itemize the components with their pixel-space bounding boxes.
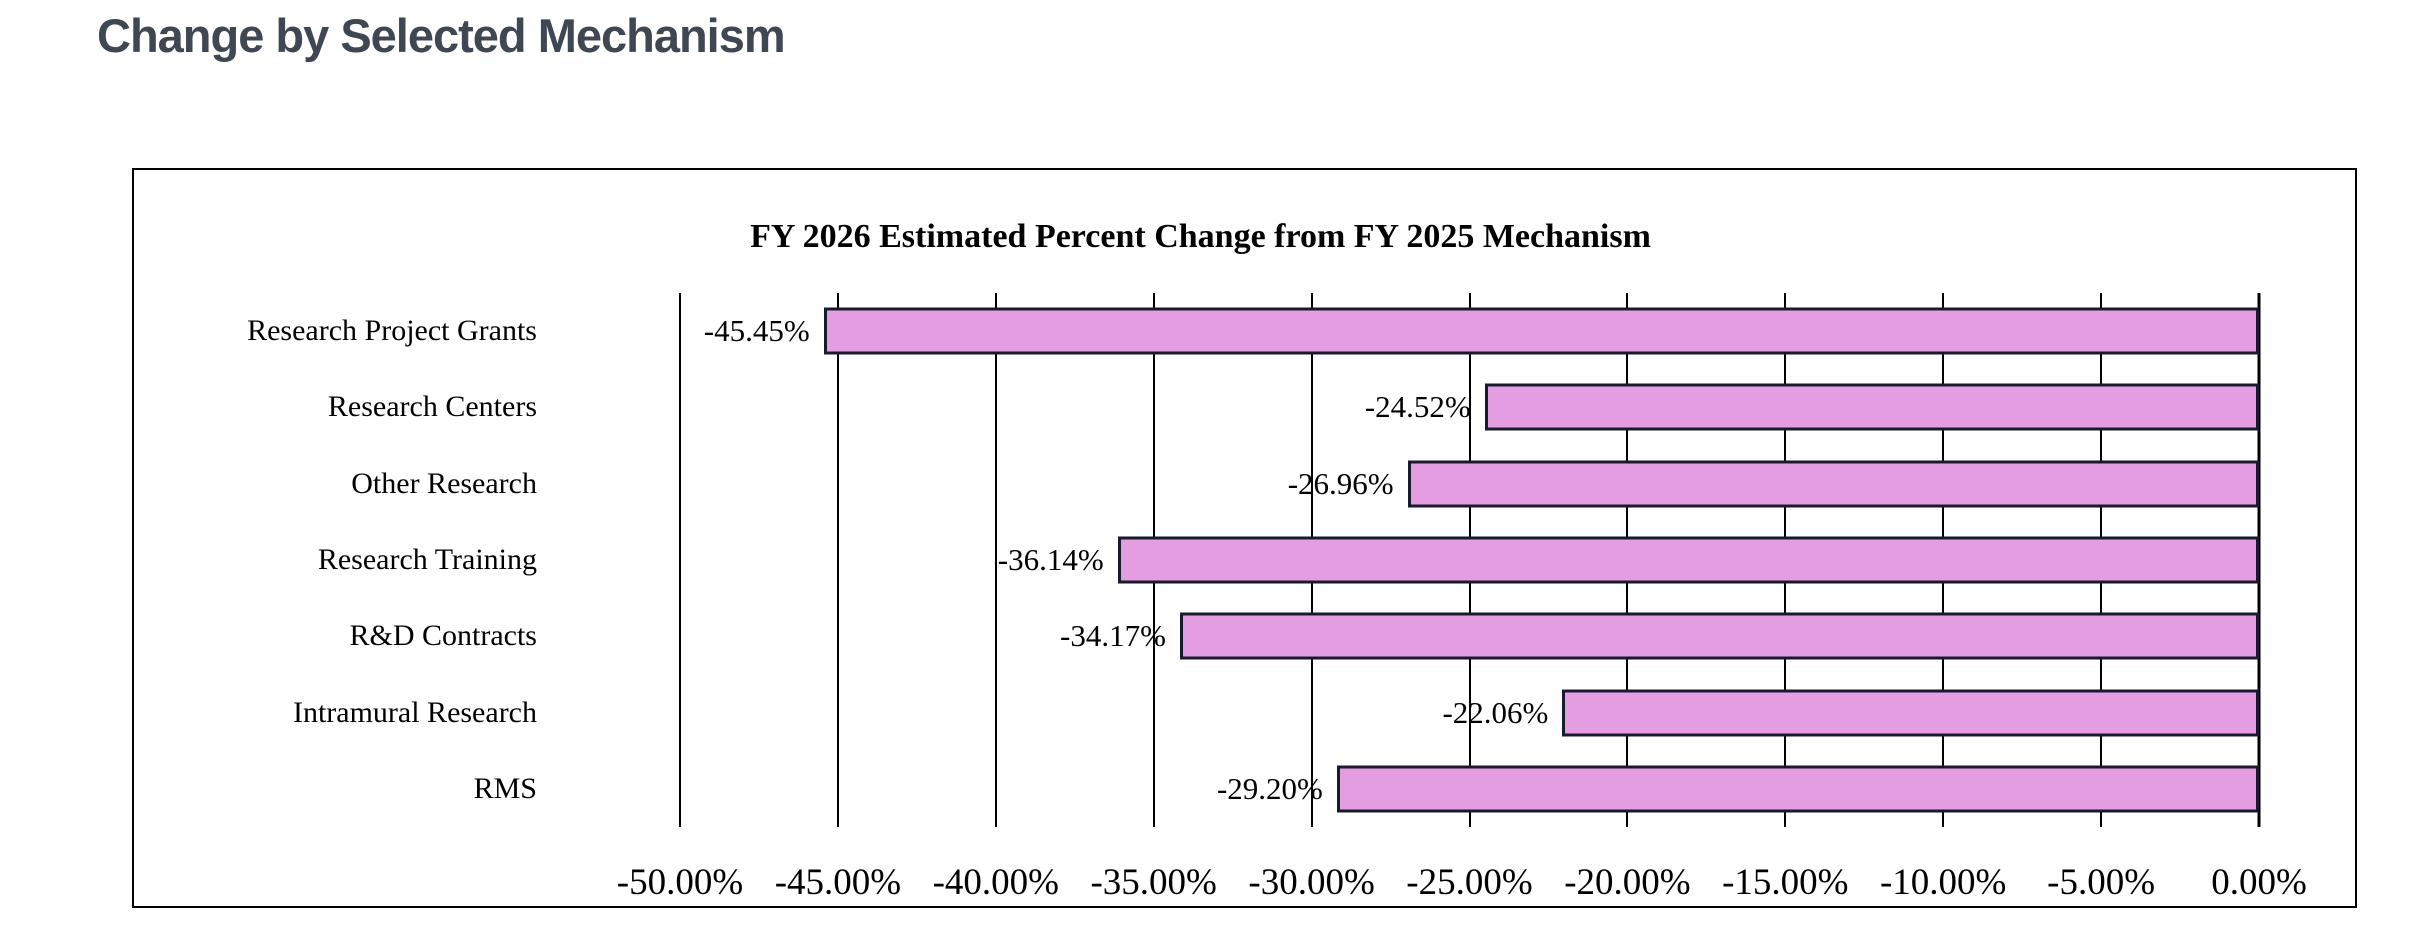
- chart-row-rms: RMS -29.20%: [474, 751, 2259, 827]
- x-axis-tick-labels: -50.00% -45.00% -40.00% -35.00% -30.00% -25.0…: [617, 847, 2307, 903]
- bar-value-label: -26.96%: [1287, 465, 1394, 501]
- chart-row-intramural-research: Intramural Research -22.06%: [293, 674, 2259, 750]
- bar-value-label: -45.45%: [703, 313, 810, 349]
- bar-value-label: -29.20%: [1216, 770, 1323, 806]
- category-label-other-research: Other Research: [351, 466, 537, 500]
- x-tick-label: -25.00%: [1406, 862, 1533, 903]
- x-tick-label: -40.00%: [932, 862, 1059, 903]
- category-label-r-d-contracts: R&D Contracts: [349, 619, 538, 653]
- gridline: [836, 293, 839, 827]
- x-tick-label: -50.00%: [616, 862, 744, 903]
- bar-intramural-research: [1562, 689, 2259, 737]
- chart-row-other-research: Other Research -26.96%: [351, 446, 2259, 522]
- gridline: [2257, 293, 2261, 827]
- x-tick-label: -20.00%: [1564, 862, 1691, 903]
- bar-r-d-contracts: [1179, 612, 2259, 660]
- x-tick-label: -45.00%: [774, 862, 902, 903]
- x-tick-label: -35.00%: [1090, 862, 1217, 903]
- category-label-research-training: Research Training: [317, 542, 537, 576]
- chart-card: FY 2026 Estimated Percent Change from FY…: [132, 168, 2357, 908]
- bar-rows: Research Project Grants -45.45% Research C…: [247, 293, 2259, 827]
- chart-title: FY 2026 Estimated Percent Change from FY…: [750, 218, 1651, 255]
- bar-value-label: -24.52%: [1364, 389, 1471, 425]
- chart-row-research-centers: Research Centers -24.52%: [328, 369, 2259, 445]
- x-tick-label: -15.00%: [1722, 862, 1849, 903]
- chart-row-r-d-contracts: R&D Contracts -34.17%: [350, 598, 2259, 674]
- category-label-research-centers: Research Centers: [327, 390, 537, 424]
- page-title: Change by Selected Mechanism: [97, 9, 786, 62]
- category-label-intramural-research: Intramural Research: [292, 695, 537, 729]
- bar-value-label: -22.06%: [1442, 694, 1549, 730]
- plot-area: Research Project Grants -45.45% Research C…: [247, 293, 2261, 827]
- bar-other-research: [1407, 460, 2259, 508]
- chart-row-research-training: Research Training -36.14%: [318, 522, 2259, 598]
- category-label-research-project-grants: Research Project Grants: [247, 314, 537, 348]
- gridline: [994, 293, 997, 827]
- bar-research-training: [1117, 536, 2259, 584]
- x-tick-label: -30.00%: [1248, 862, 1375, 903]
- bar-value-label: -34.17%: [1060, 618, 1166, 654]
- x-tick-label: -10.00%: [1879, 862, 2007, 903]
- bar-rms: [1336, 765, 2259, 813]
- chart-row-research-project-grants: Research Project Grants -45.45%: [247, 293, 2259, 369]
- category-label-rms: RMS: [473, 771, 537, 805]
- bar-research-centers: [1484, 383, 2259, 431]
- gridline: [679, 293, 681, 827]
- x-tick-label: -5.00%: [2047, 862, 2156, 903]
- bar-research-project-grants: [823, 307, 2259, 355]
- x-tick-label: 0.00%: [2211, 862, 2307, 903]
- bar-value-label: -36.14%: [997, 541, 1104, 577]
